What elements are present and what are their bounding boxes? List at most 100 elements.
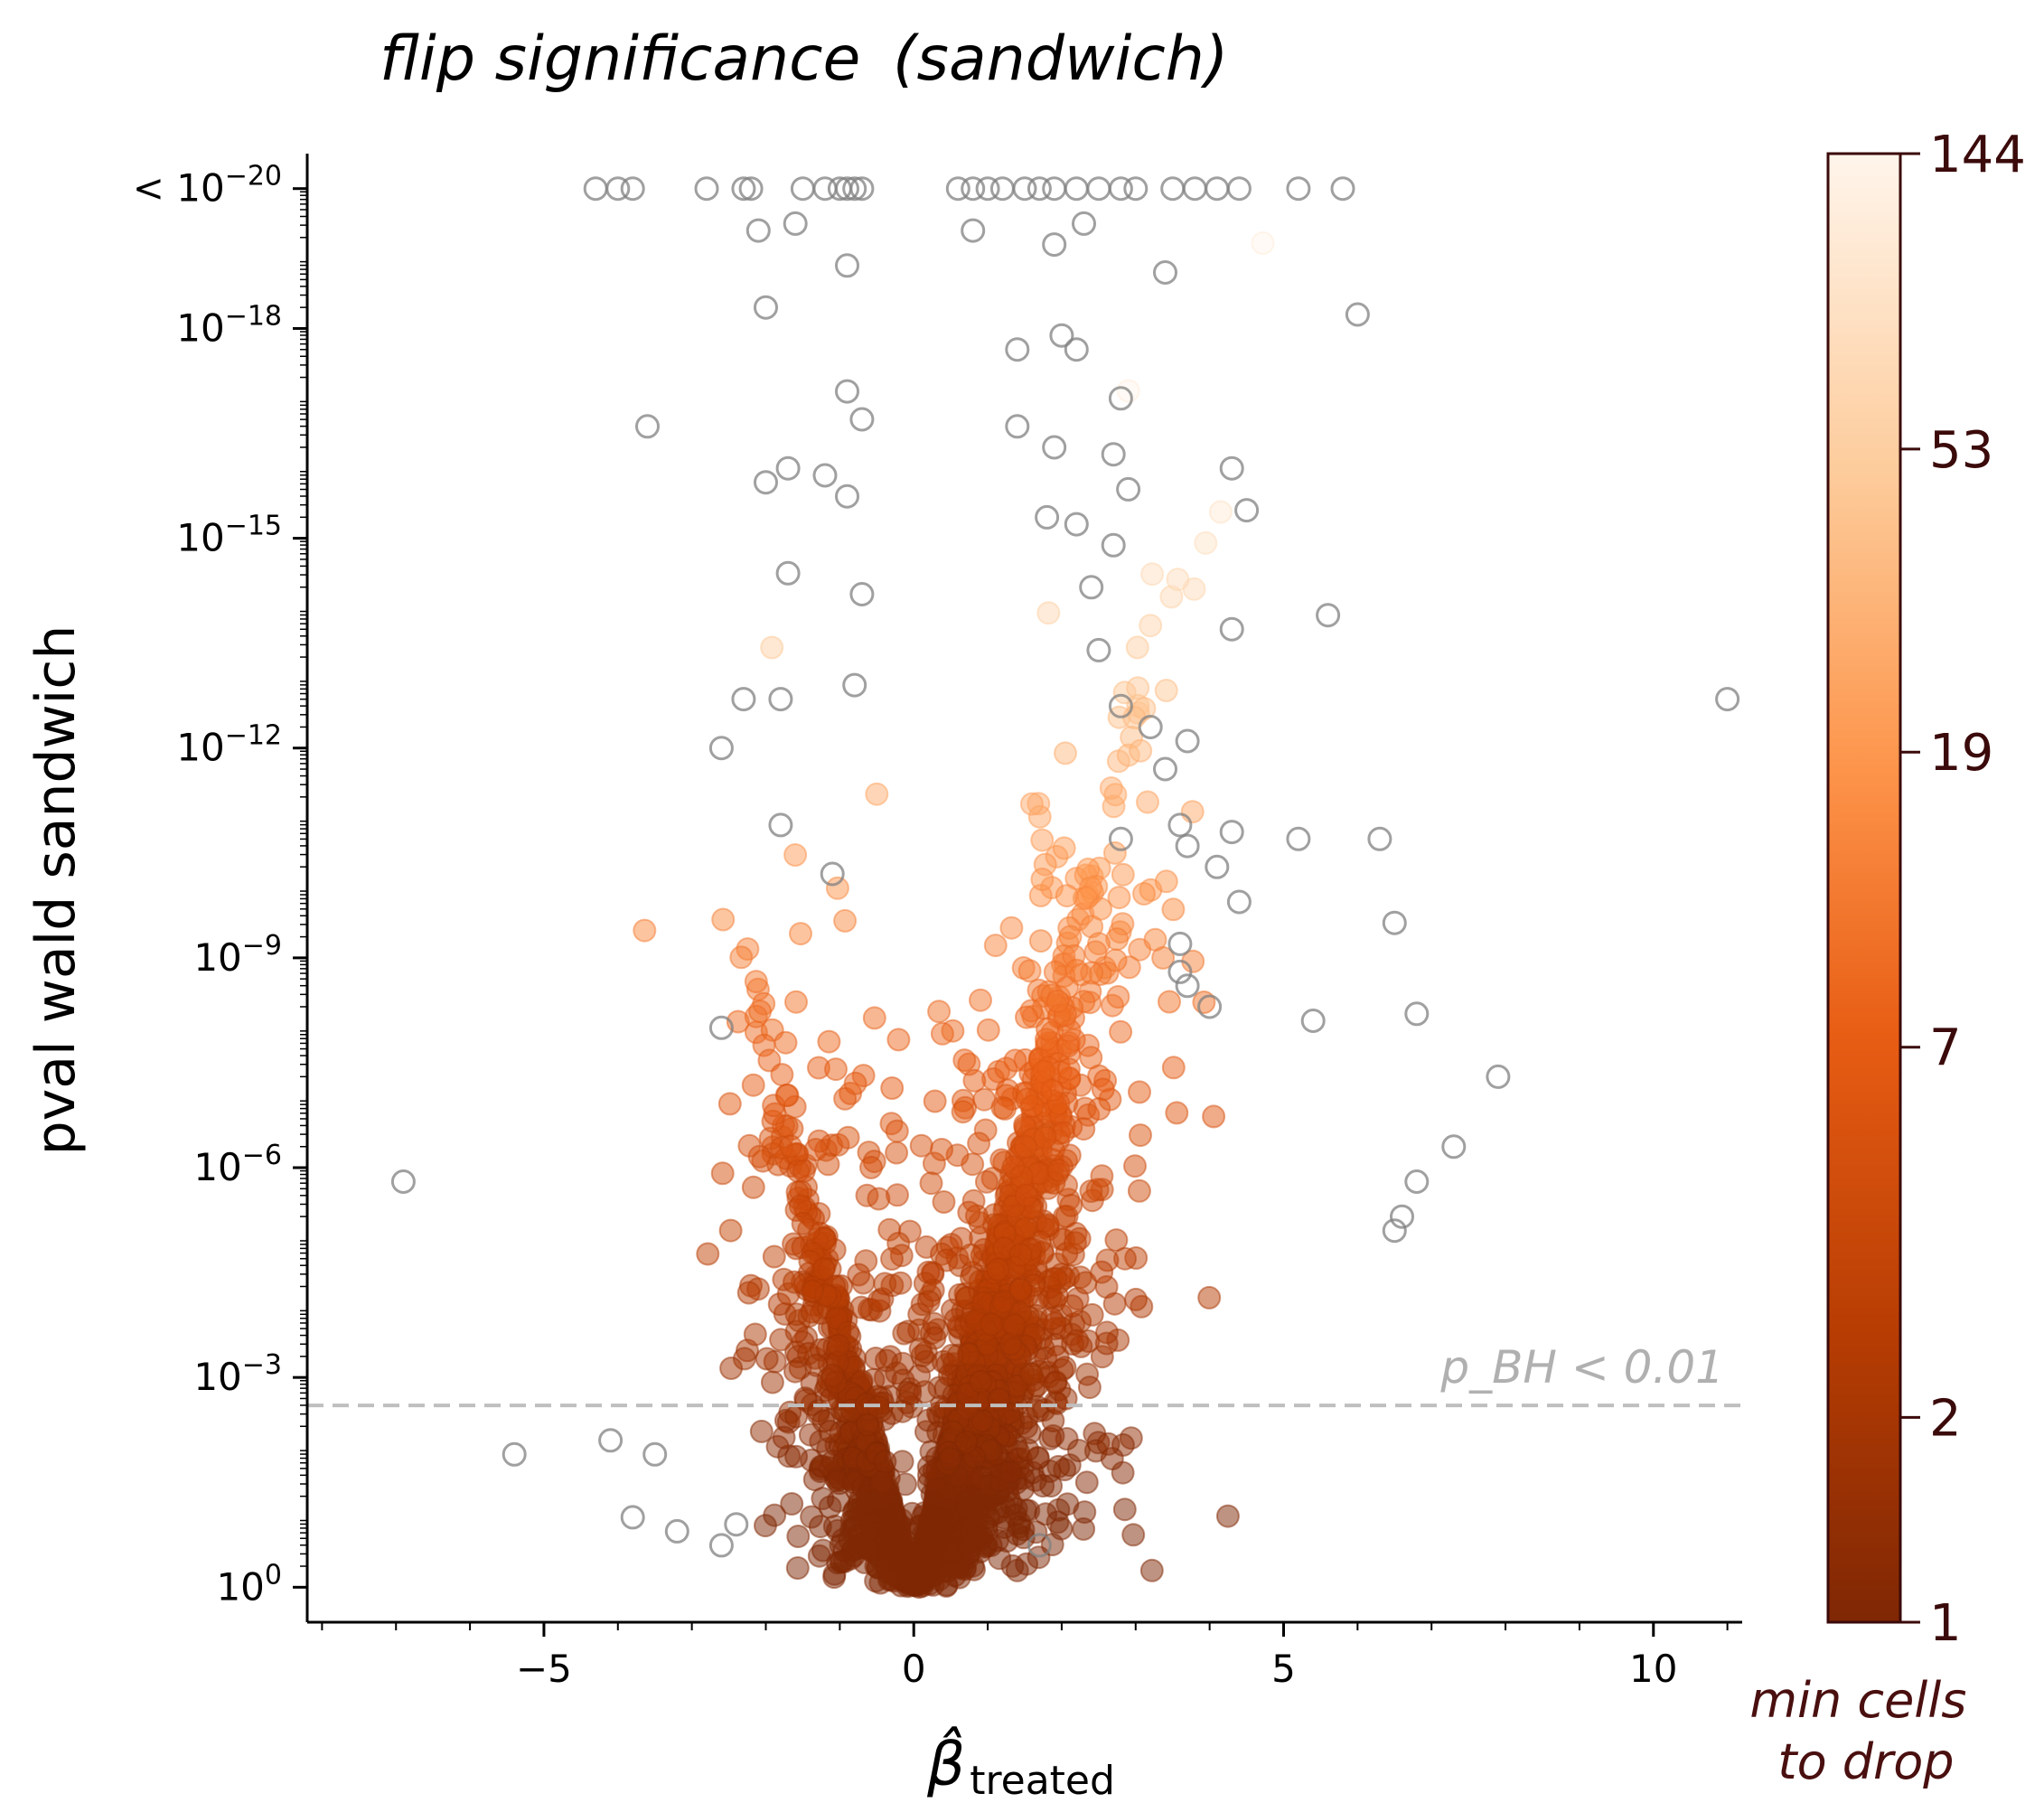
data-point	[798, 1422, 822, 1447]
non-flipping-point	[1086, 176, 1111, 202]
non-flipping-point	[1226, 889, 1252, 915]
data-point	[1074, 1470, 1099, 1495]
data-point	[1072, 1516, 1096, 1541]
chart-title-main: flip significance	[380, 23, 860, 95]
data-point	[749, 1419, 774, 1443]
colorbar-label: min cells to drop	[1749, 1672, 1982, 1790]
data-point	[811, 1257, 836, 1282]
non-flipping-point	[1123, 176, 1149, 202]
data-point	[1072, 1117, 1096, 1141]
data-point	[885, 1119, 909, 1143]
chart-title: flip significance (sandwich)	[380, 23, 1228, 95]
data-point	[1036, 601, 1061, 625]
y-tick-label: 10−9	[193, 930, 282, 980]
non-flipping-point	[775, 455, 801, 481]
data-point	[847, 1263, 871, 1287]
data-point	[1052, 836, 1076, 860]
non-flipping-point	[835, 253, 859, 278]
non-flipping-point	[1005, 337, 1030, 362]
data-point	[1008, 1243, 1033, 1267]
non-flipping-point	[835, 484, 859, 509]
data-point	[1129, 1123, 1152, 1148]
data-point	[974, 1169, 999, 1194]
non-flipping-point	[1138, 715, 1163, 739]
non-flipping-point	[1101, 442, 1126, 467]
data-point	[696, 1242, 720, 1266]
data-point	[785, 1556, 810, 1580]
data-point	[977, 1473, 1001, 1497]
data-point	[829, 1550, 853, 1574]
data-point	[1132, 882, 1156, 906]
data-point	[824, 1057, 848, 1082]
x-ticks: −5 0 5 10	[321, 1622, 1729, 1691]
data-point	[1036, 1017, 1059, 1041]
data-point	[983, 934, 1008, 958]
non-flipping-point	[1330, 176, 1355, 202]
data-point	[1166, 568, 1190, 592]
data-point	[1208, 500, 1233, 524]
data-point	[822, 1514, 847, 1538]
data-point	[1055, 1492, 1080, 1516]
non-flipping-point	[812, 463, 838, 488]
non-flipping-point	[961, 218, 986, 243]
data-point	[818, 1419, 842, 1443]
non-flipping-point	[842, 672, 867, 698]
non-flipping-point	[768, 687, 793, 712]
data-point	[1158, 990, 1181, 1014]
non-flipping-point	[1064, 512, 1089, 537]
non-flipping-point	[1027, 176, 1052, 202]
data-point	[927, 1000, 952, 1024]
non-flipping-point	[1219, 820, 1244, 845]
non-flipping-point	[754, 470, 778, 495]
data-point	[880, 1076, 905, 1100]
y-tick-label: 10−3	[193, 1349, 282, 1399]
non-flipping-point	[1086, 637, 1111, 662]
data-point	[1180, 800, 1205, 824]
data-point	[820, 1449, 845, 1473]
x-axis-label: β̂ treated	[926, 1726, 1115, 1804]
data-point	[855, 1413, 879, 1437]
non-flipping-point	[1005, 414, 1030, 439]
data-point	[1066, 1439, 1091, 1462]
non-flipping-point	[1404, 1169, 1430, 1194]
non-flipping-point	[1042, 232, 1067, 258]
colorbar-tick-label: 19	[1929, 724, 1993, 783]
data-point	[909, 1133, 933, 1158]
y-tick-label: 10−15	[176, 511, 282, 560]
non-flipping-point	[975, 176, 1000, 202]
data-point	[778, 1134, 802, 1159]
data-point	[1044, 1266, 1068, 1291]
non-flipping-point	[1382, 1218, 1407, 1244]
data-point	[817, 1029, 841, 1054]
non-flipping-point	[502, 1441, 527, 1467]
non-flipping-point	[1042, 435, 1067, 460]
non-flipping-point	[708, 1015, 734, 1040]
non-flipping-points-layer	[390, 176, 1740, 1558]
data-point	[916, 1290, 941, 1314]
data-point	[836, 1125, 860, 1150]
colorbar-tick-label: 2	[1929, 1389, 1962, 1448]
data-point	[1096, 1432, 1120, 1456]
data-point	[1014, 1498, 1038, 1523]
data-point	[1128, 1080, 1151, 1104]
data-point	[1065, 1328, 1090, 1353]
data-point	[783, 1270, 806, 1294]
data-point	[1089, 897, 1112, 921]
non-flipping-point	[1345, 302, 1370, 327]
non-flipping-point	[583, 176, 608, 202]
data-point	[1194, 530, 1218, 555]
data-point	[1017, 959, 1042, 983]
data-point	[1059, 1193, 1083, 1217]
data-point	[1102, 1291, 1127, 1316]
non-flipping-point	[842, 176, 867, 202]
data-point	[1077, 1375, 1102, 1400]
non-flipping-point	[1441, 1134, 1467, 1159]
data-point	[741, 1175, 765, 1199]
data-point	[748, 1000, 773, 1024]
data-point	[959, 1243, 983, 1267]
non-flipping-point	[1108, 386, 1133, 411]
non-flipping-point	[1382, 910, 1407, 935]
non-flipping-point	[1219, 455, 1244, 481]
non-flipping-point	[849, 407, 875, 432]
data-point	[1122, 706, 1147, 729]
